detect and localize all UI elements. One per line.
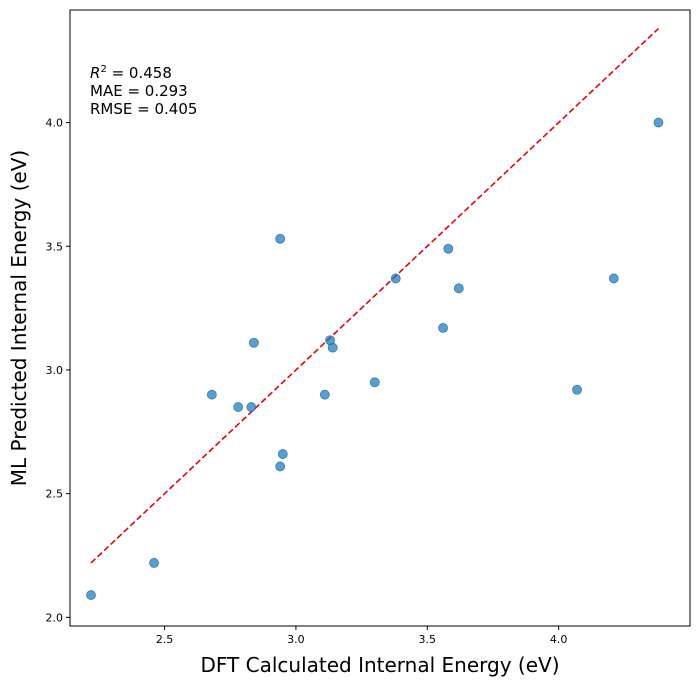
data-point — [275, 233, 286, 244]
data-point — [233, 402, 244, 412]
data-point — [453, 283, 464, 294]
x-tick-label: 4.0 — [550, 633, 568, 646]
data-point — [438, 322, 448, 333]
data-point — [369, 377, 380, 388]
data-point — [277, 449, 288, 459]
stat-mae: MAE = 0.293 — [90, 82, 188, 100]
data-point — [246, 402, 257, 412]
stat-r2: R2 = 0.458 — [90, 64, 172, 82]
data-point — [248, 337, 259, 348]
data-point — [653, 117, 664, 128]
data-point — [319, 389, 330, 400]
data-point — [572, 384, 582, 395]
data-point — [390, 273, 401, 284]
data-point — [608, 273, 619, 284]
data-point — [149, 558, 159, 568]
y-tick-label: 2.0 — [46, 611, 64, 624]
data-point — [443, 243, 454, 254]
plot-area — [69, 9, 691, 627]
x-tick-label: 3.5 — [419, 633, 437, 646]
stat-rmse: RMSE = 0.405 — [90, 100, 197, 118]
x-axis-label: DFT Calculated Internal Energy (eV) — [201, 653, 560, 677]
data-point — [275, 461, 286, 472]
x-tick-label: 3.0 — [287, 633, 305, 646]
reference-line — [90, 27, 660, 564]
y-tick-label: 4.0 — [46, 117, 64, 130]
y-axis-label: ML Predicted Internal Energy (eV) — [7, 150, 31, 486]
data-point — [86, 590, 96, 600]
y-tick-label: 2.5 — [46, 488, 64, 501]
y-tick-label: 3.5 — [46, 240, 64, 253]
y-tick-label: 3.0 — [46, 364, 64, 377]
data-point — [327, 342, 338, 353]
x-tick-label: 2.5 — [156, 633, 174, 646]
data-point — [206, 389, 217, 400]
